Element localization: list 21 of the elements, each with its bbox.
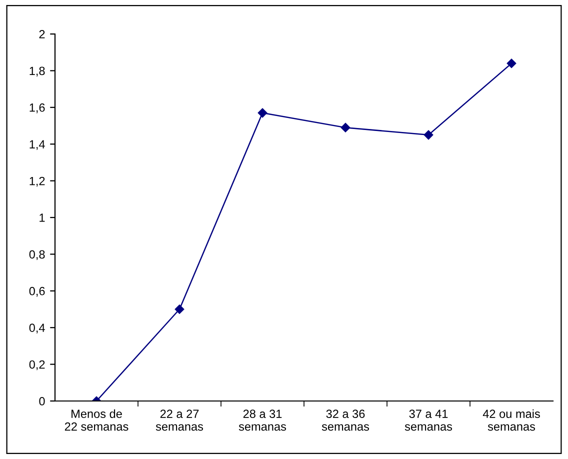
y-tick-label: 0 <box>39 397 45 406</box>
y-tick-label: 1 <box>40 214 45 222</box>
x-tick-label: 28 a 31 semanas <box>238 410 286 431</box>
point <box>340 122 350 132</box>
y-tick-label: 1,8 <box>30 66 45 76</box>
y-tick-label: 0,2 <box>29 360 45 370</box>
y-tick-label: 2 <box>39 30 45 38</box>
y-tick-label: 0,8 <box>29 250 45 260</box>
y-tick-label: 0,4 <box>29 324 45 334</box>
y-tick-label: 1,6 <box>30 103 45 114</box>
point <box>424 130 434 140</box>
y-tick-label: 0,6 <box>29 286 45 297</box>
x-tick-label: 32 a 36 semanas <box>322 410 370 431</box>
x-tick-label: Menos de 22 semanas <box>64 409 128 431</box>
y-tick-label: 1,4 <box>30 140 45 150</box>
y-tick-label: 1,2 <box>30 176 45 187</box>
x-tick-label: 42 ou mais semanas <box>482 409 540 431</box>
point <box>258 108 268 118</box>
x-tick-label: 22 a 27 semanas <box>156 410 204 431</box>
x-tick-label: 37 a 41 semanas <box>404 410 452 431</box>
point <box>506 58 516 68</box>
